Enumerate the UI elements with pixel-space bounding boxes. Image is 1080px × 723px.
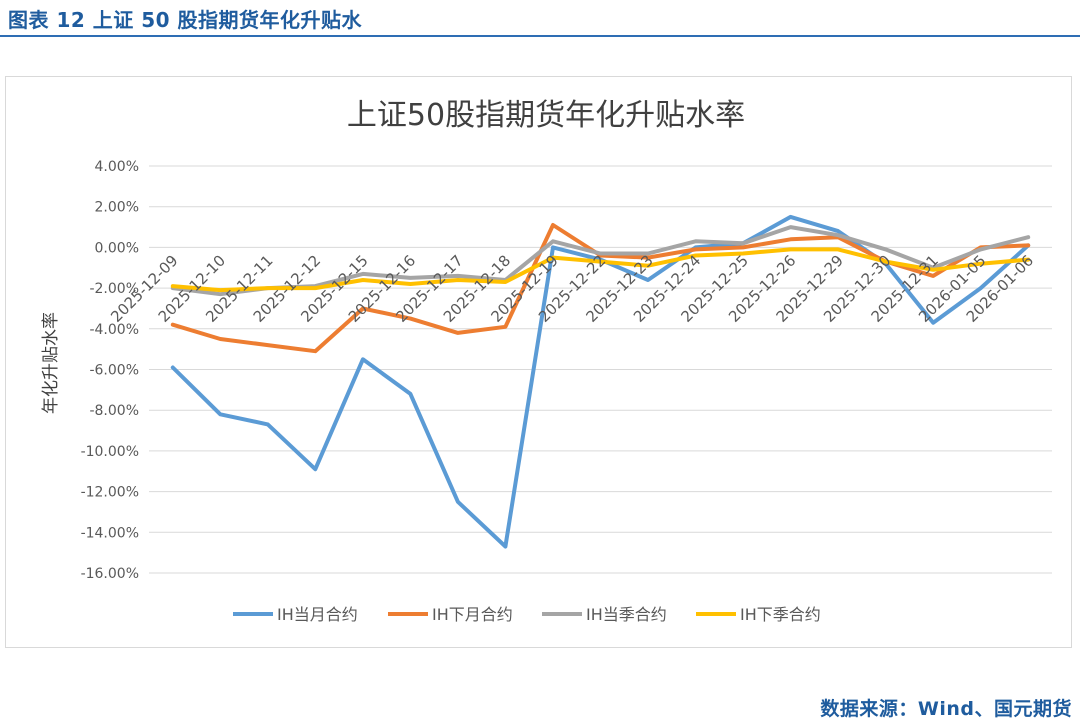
gridlines <box>149 165 1052 574</box>
y-tick-label: 2.00% <box>95 200 139 216</box>
y-tick-label: -6.00% <box>89 363 139 379</box>
y-tick-label: 4.00% <box>95 159 139 175</box>
chart-title: 上证50股指期货年化升贴水率 <box>347 98 745 133</box>
y-tick-label: -4.00% <box>89 322 139 338</box>
legend-label: IH当月合约 <box>277 605 358 624</box>
y-tick-label: -14.00% <box>81 525 139 541</box>
legend-label: IH当季合约 <box>586 605 667 624</box>
y-axis-label: 年化升贴水率 <box>41 312 61 414</box>
y-tick-label: -10.00% <box>81 444 139 460</box>
series-lines <box>170 214 1031 549</box>
chart-frame: 上证50股指期货年化升贴水率 年化升贴水率 4.00% 2.00% 0.00% -2.… <box>5 76 1072 648</box>
figure-caption: 图表 12 上证 50 股指期货年化升贴水 <box>8 8 363 32</box>
y-tick-label: -8.00% <box>89 403 139 419</box>
y-tick-label: -12.00% <box>81 485 139 501</box>
caption-divider <box>0 35 1080 37</box>
legend-label: IH下月合约 <box>432 605 513 624</box>
legend-label: IH下季合约 <box>740 605 821 624</box>
line-chart: 上证50股指期货年化升贴水率 年化升贴水率 4.00% 2.00% 0.00% -2.… <box>41 98 1052 624</box>
data-source: 数据来源：Wind、国元期货 <box>820 698 1072 720</box>
y-tick-label: -2.00% <box>89 281 139 297</box>
legend: IH当月合约 IH下月合约 IH当季合约 IH下季合约 <box>233 605 821 624</box>
y-tick-label: 0.00% <box>95 240 139 256</box>
y-tick-label: -16.00% <box>81 566 139 582</box>
series-line-4 <box>170 247 1031 293</box>
y-tick-labels: 4.00% 2.00% 0.00% -2.00% -4.00% -6.00% -8.00% -… <box>81 159 139 582</box>
